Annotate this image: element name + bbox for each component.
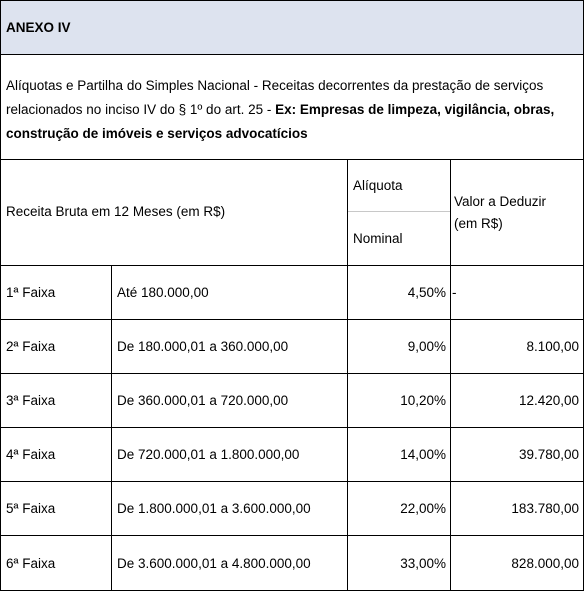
- faixa-range: De 720.000,01 a 1.800.000,00: [117, 447, 300, 462]
- faixa-valor-deduzir: 828.000,00: [511, 556, 579, 571]
- faixa-aliquota: 9,00%: [407, 339, 446, 354]
- faixa-aliquota: 4,50%: [407, 285, 446, 300]
- header-valor-deduzir: Valor a Deduzir (em R$): [454, 194, 547, 231]
- description-example: Ex: Empresas de limpeza, vigilância, obr…: [6, 102, 555, 141]
- faixa-aliquota: 22,00%: [400, 501, 446, 516]
- annex-title: ANEXO IV: [6, 20, 71, 35]
- faixa-range: De 180.000,01 a 360.000,00: [117, 339, 289, 354]
- description-text: Alíquotas e Partilha do Simples Nacional…: [6, 78, 544, 117]
- faixa-valor-deduzir: 183.780,00: [511, 501, 579, 516]
- faixa-aliquota: 10,20%: [400, 393, 446, 408]
- header-receita-bruta: Receita Bruta em 12 Meses (em R$): [6, 204, 226, 219]
- faixa-range: De 3.600.000,01 a 4.800.000,00: [117, 556, 311, 571]
- faixa-valor-deduzir: 39.780,00: [518, 447, 579, 462]
- faixa-label: 6ª Faixa: [6, 556, 56, 571]
- faixa-label: 1ª Faixa: [6, 285, 56, 300]
- annex-header: [1, 1, 583, 54]
- faixa-label: 2ª Faixa: [6, 339, 56, 354]
- faixa-range: De 360.000,01 a 720.000,00: [117, 393, 289, 408]
- faixa-range: Até 180.000,00: [117, 285, 209, 300]
- faixa-valor-deduzir: 8.100,00: [526, 339, 579, 354]
- faixa-aliquota: 14,00%: [400, 447, 446, 462]
- faixa-valor-deduzir: 12.420,00: [518, 393, 579, 408]
- faixa-aliquota: 33,00%: [400, 556, 446, 571]
- faixa-label: 5ª Faixa: [6, 501, 56, 516]
- faixa-range: De 1.800.000,01 a 3.600.000,00: [117, 501, 311, 516]
- faixa-label: 4ª Faixa: [6, 447, 56, 462]
- header-nominal: Nominal: [353, 231, 403, 246]
- header-aliquota: Alíquota: [353, 178, 403, 193]
- faixa-valor-deduzir: -: [452, 285, 457, 300]
- faixa-label: 3ª Faixa: [6, 393, 56, 408]
- annex-description: Alíquotas e Partilha do Simples Nacional…: [6, 74, 576, 146]
